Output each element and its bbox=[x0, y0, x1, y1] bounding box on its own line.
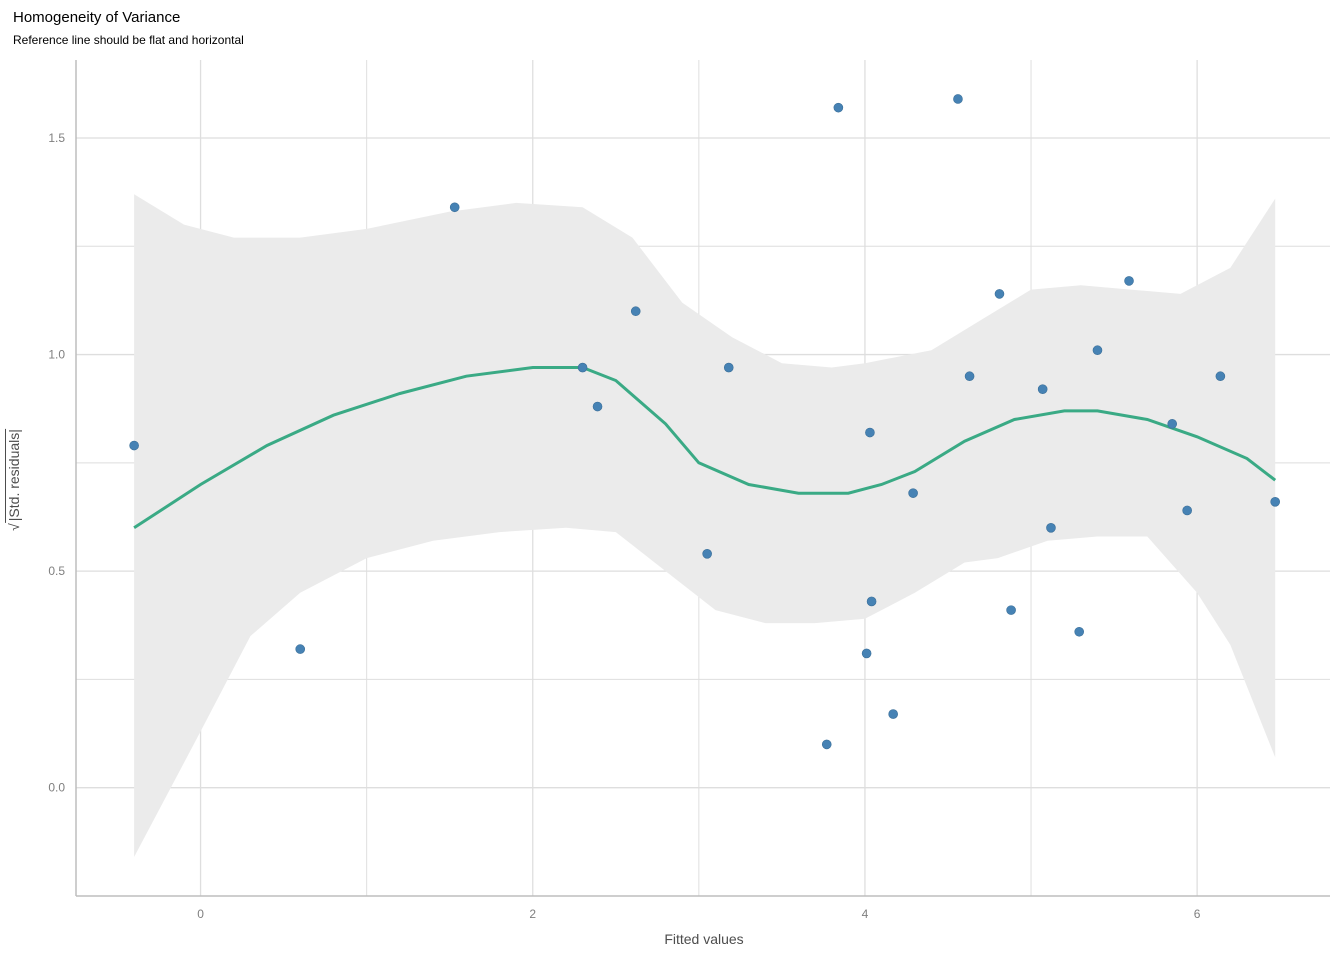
data-point bbox=[908, 488, 918, 498]
smooth-line bbox=[133, 366, 1277, 530]
chart-title: Homogeneity of Variance bbox=[13, 9, 181, 26]
data-point bbox=[1074, 626, 1084, 637]
x-tick-label: 2 bbox=[529, 907, 536, 921]
confidence-ribbon bbox=[134, 194, 1276, 858]
scatter-points bbox=[129, 94, 1280, 750]
data-point bbox=[592, 401, 603, 412]
data-point bbox=[1006, 605, 1016, 615]
data-point bbox=[1167, 419, 1178, 429]
data-point bbox=[964, 371, 975, 382]
y-tick-label: 0.0 bbox=[48, 781, 65, 795]
data-point bbox=[953, 94, 963, 104]
data-point bbox=[1046, 523, 1056, 533]
data-point bbox=[865, 427, 875, 438]
data-point bbox=[723, 362, 734, 373]
data-point bbox=[1037, 384, 1048, 395]
chart-subtitle: Reference line should be flat and horizo… bbox=[13, 33, 244, 47]
data-point bbox=[449, 202, 460, 213]
data-point bbox=[1092, 345, 1103, 356]
data-point bbox=[833, 102, 844, 113]
data-point bbox=[866, 596, 877, 607]
axes bbox=[75, 60, 1330, 897]
x-axis-title: Fitted values bbox=[664, 931, 743, 947]
data-point bbox=[630, 306, 641, 317]
data-point bbox=[1124, 276, 1134, 286]
data-point bbox=[1270, 497, 1280, 507]
data-point bbox=[1215, 371, 1226, 382]
data-point bbox=[994, 289, 1005, 299]
data-point bbox=[577, 362, 588, 373]
data-point bbox=[702, 549, 712, 559]
x-tick-label: 4 bbox=[862, 907, 869, 921]
x-tick-label: 6 bbox=[1194, 907, 1201, 921]
y-tick-label: 1.5 bbox=[48, 131, 65, 145]
y-ticks: 0.0 0.5 1.0 1.5 bbox=[48, 131, 65, 795]
data-point bbox=[888, 709, 898, 719]
data-point bbox=[1182, 505, 1192, 516]
y-tick-label: 0.5 bbox=[48, 564, 65, 578]
data-point bbox=[129, 440, 139, 451]
data-point bbox=[821, 739, 832, 750]
data-point bbox=[861, 648, 872, 659]
x-ticks: 0 2 4 6 bbox=[197, 907, 1201, 921]
x-tick-label: 0 bbox=[197, 907, 204, 921]
data-point bbox=[295, 644, 306, 654]
y-tick-label: 1.0 bbox=[48, 348, 65, 362]
